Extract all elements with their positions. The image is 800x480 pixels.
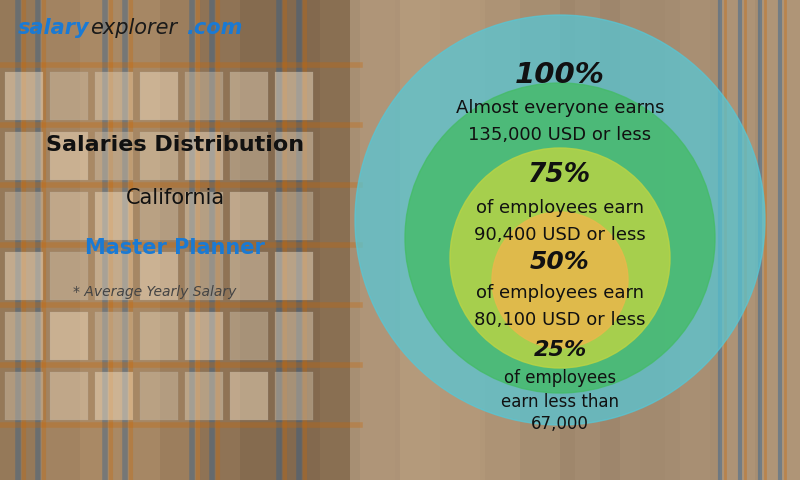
FancyBboxPatch shape	[280, 0, 320, 480]
FancyBboxPatch shape	[320, 0, 360, 480]
FancyBboxPatch shape	[200, 0, 240, 480]
FancyBboxPatch shape	[140, 192, 178, 240]
FancyBboxPatch shape	[185, 72, 223, 120]
FancyBboxPatch shape	[160, 0, 200, 480]
FancyBboxPatch shape	[80, 0, 120, 480]
FancyBboxPatch shape	[95, 252, 133, 300]
Text: .com: .com	[186, 18, 242, 38]
FancyBboxPatch shape	[275, 132, 313, 180]
FancyBboxPatch shape	[640, 0, 680, 480]
FancyBboxPatch shape	[95, 312, 133, 360]
FancyBboxPatch shape	[5, 312, 43, 360]
Text: Salaries Distribution: Salaries Distribution	[46, 135, 304, 155]
FancyBboxPatch shape	[400, 0, 440, 480]
FancyBboxPatch shape	[620, 0, 665, 480]
FancyBboxPatch shape	[680, 0, 720, 480]
Text: 135,000 USD or less: 135,000 USD or less	[469, 126, 651, 144]
Text: of employees earn: of employees earn	[476, 199, 644, 217]
FancyBboxPatch shape	[275, 372, 313, 420]
Circle shape	[355, 15, 765, 425]
Circle shape	[450, 148, 670, 368]
FancyBboxPatch shape	[755, 0, 800, 480]
FancyBboxPatch shape	[350, 0, 395, 480]
FancyBboxPatch shape	[395, 0, 440, 480]
FancyBboxPatch shape	[230, 372, 268, 420]
FancyBboxPatch shape	[185, 192, 223, 240]
Text: explorer: explorer	[90, 18, 177, 38]
FancyBboxPatch shape	[95, 132, 133, 180]
Circle shape	[405, 83, 715, 393]
FancyBboxPatch shape	[50, 312, 88, 360]
Text: * Average Yearly Salary: * Average Yearly Salary	[74, 285, 237, 299]
FancyBboxPatch shape	[185, 312, 223, 360]
FancyBboxPatch shape	[140, 312, 178, 360]
FancyBboxPatch shape	[140, 372, 178, 420]
FancyBboxPatch shape	[275, 72, 313, 120]
FancyBboxPatch shape	[275, 312, 313, 360]
FancyBboxPatch shape	[230, 192, 268, 240]
FancyBboxPatch shape	[5, 72, 43, 120]
FancyBboxPatch shape	[50, 372, 88, 420]
FancyBboxPatch shape	[185, 372, 223, 420]
FancyBboxPatch shape	[230, 132, 268, 180]
FancyBboxPatch shape	[710, 0, 755, 480]
FancyBboxPatch shape	[530, 0, 575, 480]
FancyBboxPatch shape	[5, 132, 43, 180]
FancyBboxPatch shape	[5, 252, 43, 300]
FancyBboxPatch shape	[140, 72, 178, 120]
FancyBboxPatch shape	[50, 132, 88, 180]
FancyBboxPatch shape	[50, 192, 88, 240]
Circle shape	[492, 212, 628, 348]
FancyBboxPatch shape	[575, 0, 620, 480]
FancyBboxPatch shape	[95, 192, 133, 240]
Text: 90,400 USD or less: 90,400 USD or less	[474, 226, 646, 244]
FancyBboxPatch shape	[480, 0, 520, 480]
FancyBboxPatch shape	[230, 252, 268, 300]
FancyBboxPatch shape	[140, 252, 178, 300]
FancyBboxPatch shape	[185, 252, 223, 300]
Text: 100%: 100%	[515, 61, 605, 89]
FancyBboxPatch shape	[275, 192, 313, 240]
Text: of employees: of employees	[504, 369, 616, 387]
Text: California: California	[126, 188, 225, 208]
FancyBboxPatch shape	[50, 72, 88, 120]
FancyBboxPatch shape	[560, 0, 600, 480]
Text: 80,100 USD or less: 80,100 USD or less	[474, 311, 646, 329]
FancyBboxPatch shape	[40, 0, 80, 480]
Text: 67,000: 67,000	[531, 415, 589, 433]
FancyBboxPatch shape	[240, 0, 280, 480]
Text: of employees earn: of employees earn	[476, 284, 644, 302]
Text: earn less than: earn less than	[501, 393, 619, 411]
FancyBboxPatch shape	[95, 372, 133, 420]
FancyBboxPatch shape	[230, 312, 268, 360]
FancyBboxPatch shape	[485, 0, 530, 480]
FancyBboxPatch shape	[230, 72, 268, 120]
FancyBboxPatch shape	[360, 0, 400, 480]
Text: 75%: 75%	[529, 162, 591, 188]
FancyBboxPatch shape	[120, 0, 160, 480]
FancyBboxPatch shape	[665, 0, 710, 480]
FancyBboxPatch shape	[760, 0, 800, 480]
FancyBboxPatch shape	[50, 252, 88, 300]
Text: salary: salary	[18, 18, 90, 38]
FancyBboxPatch shape	[5, 372, 43, 420]
FancyBboxPatch shape	[720, 0, 760, 480]
FancyBboxPatch shape	[520, 0, 560, 480]
Text: 50%: 50%	[530, 250, 590, 274]
FancyBboxPatch shape	[600, 0, 640, 480]
FancyBboxPatch shape	[185, 132, 223, 180]
FancyBboxPatch shape	[0, 0, 40, 480]
Text: Almost everyone earns: Almost everyone earns	[456, 99, 664, 117]
FancyBboxPatch shape	[440, 0, 480, 480]
Text: 25%: 25%	[534, 340, 586, 360]
FancyBboxPatch shape	[440, 0, 485, 480]
Text: Master Planner: Master Planner	[85, 238, 265, 258]
FancyBboxPatch shape	[140, 132, 178, 180]
FancyBboxPatch shape	[5, 192, 43, 240]
FancyBboxPatch shape	[95, 72, 133, 120]
FancyBboxPatch shape	[275, 252, 313, 300]
